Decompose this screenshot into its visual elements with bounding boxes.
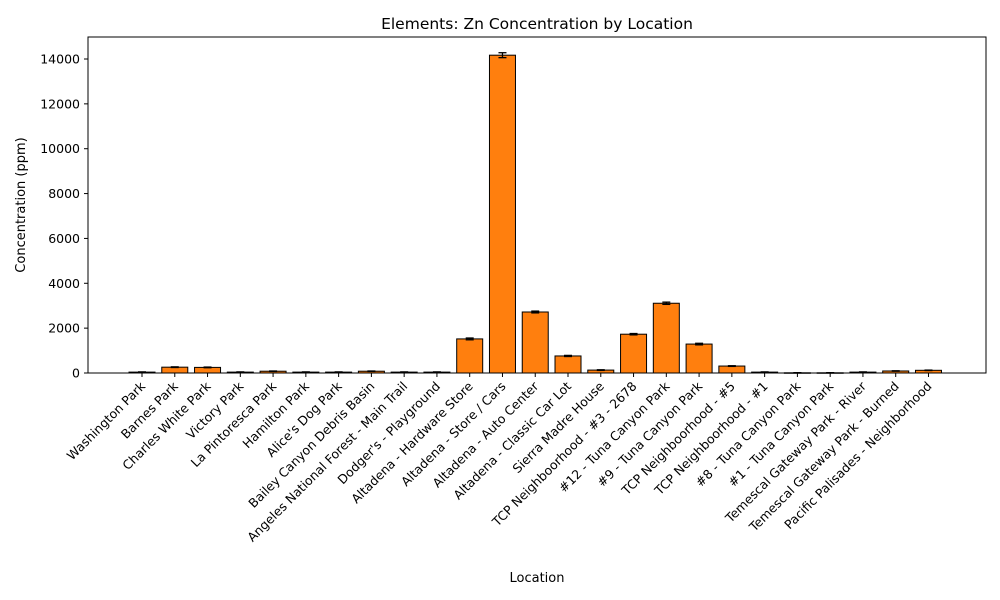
y-tick-label: 8000 bbox=[48, 186, 80, 201]
y-tick-label: 14000 bbox=[40, 52, 80, 67]
bar bbox=[456, 338, 484, 374]
bar bbox=[685, 343, 713, 374]
error-bar bbox=[498, 52, 507, 59]
bars-group bbox=[128, 54, 942, 374]
error-bar bbox=[564, 354, 573, 358]
bar bbox=[620, 333, 648, 374]
y-tick-label: 2000 bbox=[48, 321, 80, 336]
plot-frame bbox=[87, 36, 987, 374]
chart-title: Elements: Zn Concentration by Location bbox=[381, 15, 693, 33]
bar bbox=[521, 311, 549, 374]
error-bar bbox=[695, 342, 704, 346]
y-axis: 0 2000 4000 6000 8000 10000 12000 14000 bbox=[40, 52, 88, 381]
error-bar bbox=[531, 310, 540, 314]
error-bars-group bbox=[138, 52, 933, 374]
y-tick-label: 0 bbox=[72, 366, 80, 381]
bar bbox=[554, 355, 582, 374]
y-tick-label: 12000 bbox=[40, 96, 80, 111]
x-axis-label: Location bbox=[510, 571, 565, 586]
bar bbox=[652, 302, 680, 374]
y-tick-label: 6000 bbox=[48, 231, 80, 246]
error-bar bbox=[465, 337, 474, 341]
y-tick-label: 4000 bbox=[48, 276, 80, 291]
error-bar bbox=[727, 365, 736, 368]
error-bar bbox=[203, 366, 212, 369]
y-axis-label: Concentration (ppm) bbox=[14, 137, 29, 272]
error-bar bbox=[170, 366, 179, 369]
error-bar bbox=[662, 301, 671, 306]
bar bbox=[718, 365, 746, 374]
bar bbox=[488, 54, 516, 374]
error-bar bbox=[629, 332, 638, 336]
error-bar bbox=[596, 369, 605, 372]
y-tick-label: 10000 bbox=[40, 141, 80, 156]
